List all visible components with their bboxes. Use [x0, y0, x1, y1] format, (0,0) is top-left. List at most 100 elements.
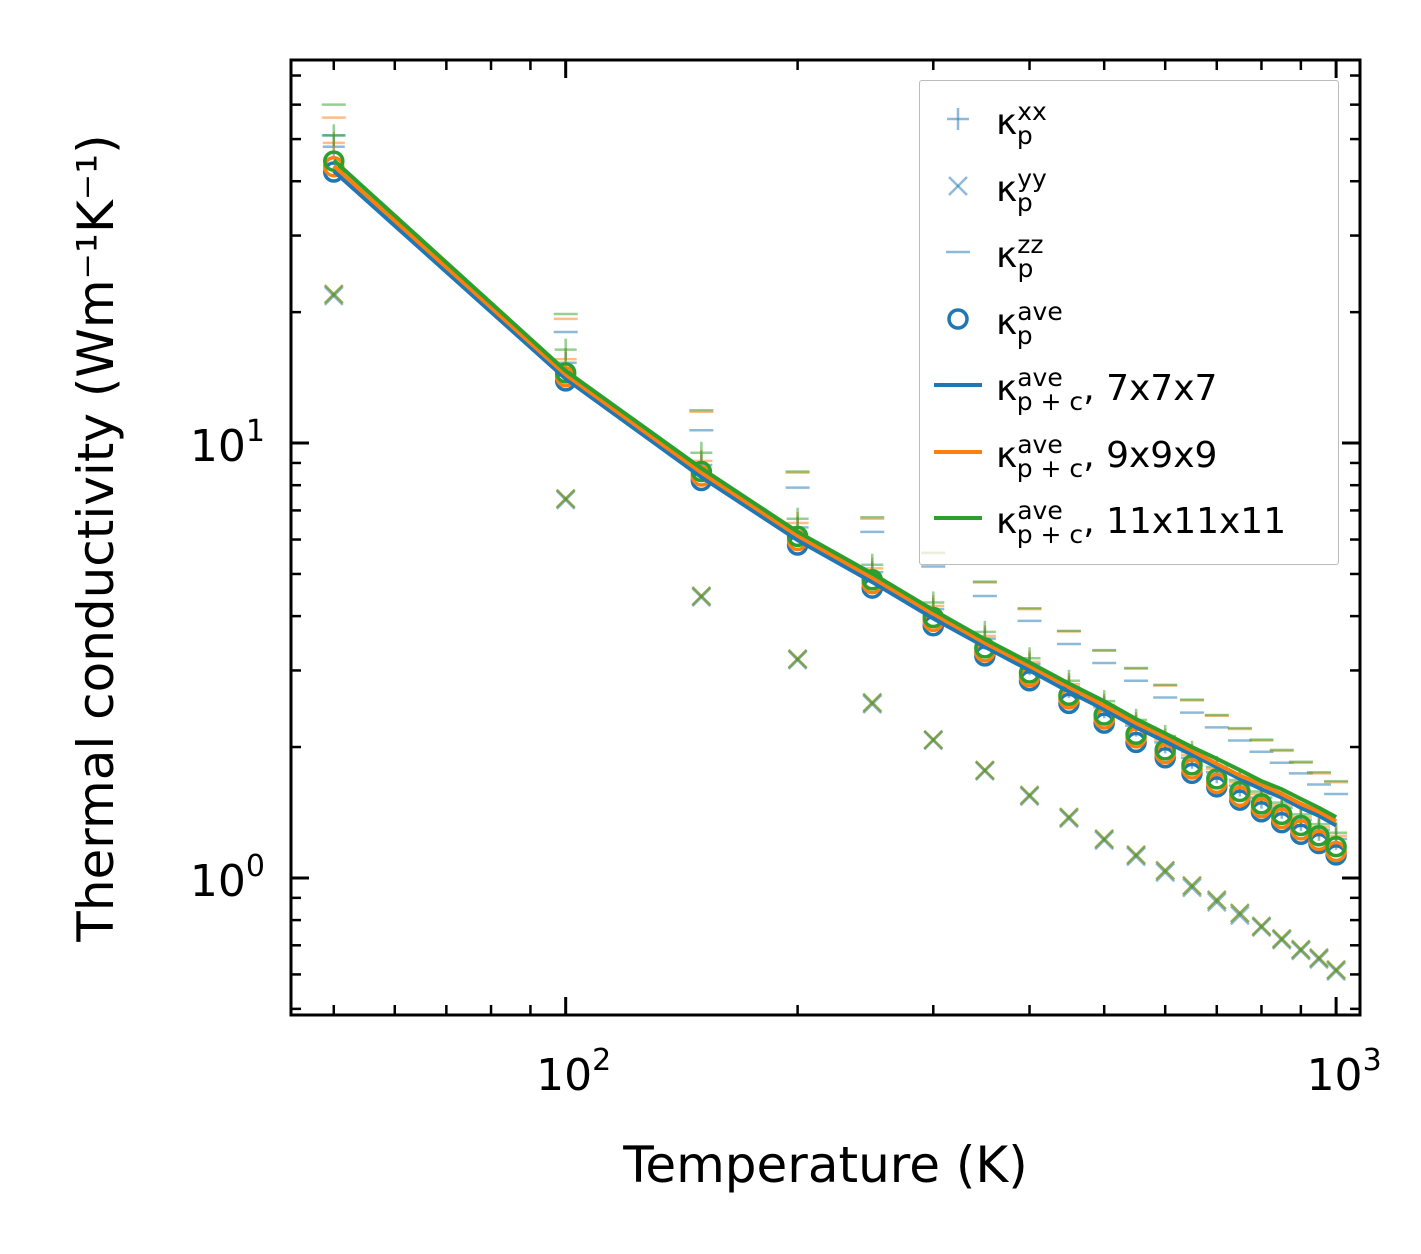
legend-marker-circle — [947, 307, 969, 330]
x-b — [1155, 860, 1176, 881]
legend-sub: p + c — [1016, 387, 1084, 416]
legend-marker-plus — [947, 108, 969, 130]
legend-marker-x — [948, 175, 968, 196]
point-kave — [1229, 780, 1251, 803]
point-kyy — [323, 284, 344, 305]
circle — [1206, 768, 1228, 790]
point-kxx — [322, 124, 345, 147]
point-kave — [1250, 793, 1273, 815]
circle — [1325, 835, 1347, 858]
point-kyy — [1094, 828, 1115, 849]
tick-exp: 2 — [592, 1043, 611, 1078]
legend-symbol-text: κ — [996, 434, 1018, 476]
x-tick-label: 102 — [536, 1043, 611, 1101]
legend-label: κzzp — [996, 230, 1043, 283]
legend-marker-line — [934, 516, 982, 520]
tick-base: 10 — [190, 421, 246, 472]
x-b — [691, 586, 712, 606]
point-kyy — [787, 648, 808, 669]
legend-sub: p — [1017, 254, 1034, 283]
point-kyy — [1155, 860, 1176, 881]
legend-suffix: , 11x11x11 — [1083, 501, 1287, 542]
tick-base: 10 — [536, 1050, 592, 1101]
legend-label: κavep + c, 11x11x11 — [996, 496, 1286, 549]
legend-label: κavep — [996, 297, 1063, 350]
legend-symbol-text: κ — [996, 501, 1018, 542]
legend-sub: p — [1016, 320, 1033, 350]
x-b — [1271, 928, 1292, 949]
circle — [1270, 803, 1293, 826]
point-kave — [1325, 835, 1347, 858]
legend-label: κyyp — [996, 164, 1047, 217]
point-kave — [1308, 825, 1330, 847]
legend-entry: κavep + c, 11x11x11 — [920, 486, 1338, 552]
x-b — [787, 648, 808, 669]
x-b — [1290, 939, 1311, 960]
tick-exp: 0 — [246, 849, 265, 884]
x-b — [1309, 947, 1329, 968]
x-b — [1206, 890, 1227, 910]
legend-sup: yy — [1017, 163, 1047, 193]
x-tick-label: 103 — [1307, 1043, 1382, 1101]
legend-symbol-text: κ — [996, 235, 1018, 276]
tick-exp: 3 — [1363, 1043, 1382, 1078]
point-kyy — [862, 692, 883, 713]
legend-label: κavep + c, 7x7x7 — [996, 363, 1217, 416]
line-kpc-9x9x9 — [332, 164, 1338, 824]
x-b — [323, 284, 344, 305]
legend-marker-dash — [946, 250, 970, 254]
legend-symbol — [947, 307, 969, 330]
line-kpc-11x11x11 — [332, 158, 1338, 819]
legend-sup: zz — [1017, 230, 1044, 259]
legend-sub: p + c — [1016, 520, 1084, 549]
x-b — [1059, 807, 1079, 827]
legend-symbol-text: κ — [996, 301, 1018, 343]
point-kyy — [1155, 862, 1176, 883]
circle — [1290, 814, 1312, 837]
legend-symbol — [948, 175, 968, 196]
point-kxx — [690, 441, 713, 464]
x-b — [1182, 875, 1202, 896]
circle — [1229, 780, 1251, 803]
legend-sup: ave — [1017, 296, 1063, 326]
point-kave — [1206, 768, 1228, 790]
y-tick-label: 100 — [190, 849, 265, 907]
point-kyy — [1206, 890, 1227, 910]
legend-sup: ave — [1017, 429, 1063, 459]
legend-suffix: , 7x7x7 — [1083, 368, 1218, 409]
legend-symbol-text: κ — [996, 102, 1018, 143]
legend-sup: ave — [1017, 363, 1063, 392]
x-b — [974, 760, 995, 780]
x-b — [1155, 862, 1176, 883]
legend-entry: κyyp — [920, 154, 1338, 220]
point-kyy — [1229, 905, 1250, 926]
point-kyy — [1290, 939, 1311, 960]
x-b — [1182, 877, 1202, 898]
plot-frame — [289, 58, 1362, 1017]
x-b — [1251, 916, 1272, 936]
legend-symbol-text: κ — [996, 168, 1018, 210]
legend-symbol — [947, 108, 969, 130]
x-b — [1229, 905, 1250, 926]
legend-sup: xx — [1017, 97, 1047, 126]
point-kyy — [1271, 928, 1292, 949]
x-b — [1126, 844, 1146, 865]
legend-entry: κzzp — [920, 220, 1338, 286]
x-b — [1206, 892, 1227, 912]
point-kxx — [554, 338, 577, 361]
point-kyy — [923, 729, 944, 750]
point-kyy — [1309, 947, 1329, 968]
point-kyy — [1229, 903, 1250, 924]
tick-exp: 1 — [246, 414, 265, 449]
point-kyy — [1182, 877, 1202, 898]
legend-sup: ave — [1017, 496, 1063, 525]
x-b — [923, 729, 944, 750]
legend: κxxp κyyp κzzp κavep κavep + c, 7x7x7 κavep +… — [919, 80, 1339, 565]
point-kyy — [1182, 875, 1202, 896]
legend-entry: κavep + c, 7x7x7 — [920, 353, 1338, 419]
circle — [1308, 825, 1330, 847]
line-kpc-7x7x7 — [332, 169, 1338, 828]
legend-label: κavep + c, 9x9x9 — [996, 430, 1217, 483]
